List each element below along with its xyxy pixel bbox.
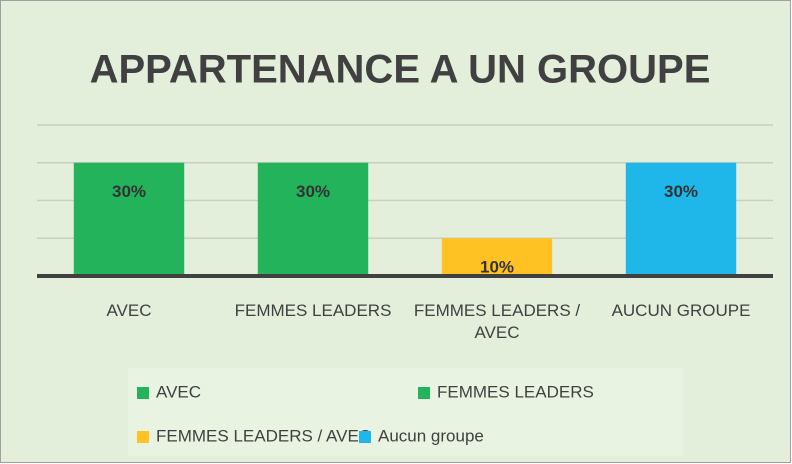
x-tick-label: AUCUN GROUPE	[611, 301, 751, 320]
legend-label: Aucun groupe	[378, 426, 484, 445]
data-label: 10%	[480, 258, 514, 277]
data-label: 30%	[664, 182, 698, 201]
legend-label: FEMMES LEADERS	[437, 382, 594, 401]
chart-title: APPARTENANCE A UN GROUPE	[90, 48, 711, 92]
data-label: 30%	[296, 182, 330, 201]
x-tick-label: FEMMES LEADERS / AVEC	[413, 301, 581, 342]
x-tick-label: AVEC	[106, 301, 152, 320]
legend-swatch	[137, 431, 149, 443]
legend-swatch	[418, 387, 430, 399]
x-tick-label: FEMMES LEADERS	[234, 301, 392, 320]
legend-swatch	[137, 387, 149, 399]
legend-box	[128, 368, 683, 456]
bar	[625, 162, 737, 276]
legend-label: AVEC	[156, 382, 201, 401]
bar	[257, 162, 369, 276]
data-label: 30%	[112, 182, 146, 201]
bar	[73, 162, 185, 276]
bar	[441, 238, 553, 276]
legend-swatch	[359, 431, 371, 443]
legend-label: FEMMES LEADERS / AVEC	[156, 426, 371, 445]
